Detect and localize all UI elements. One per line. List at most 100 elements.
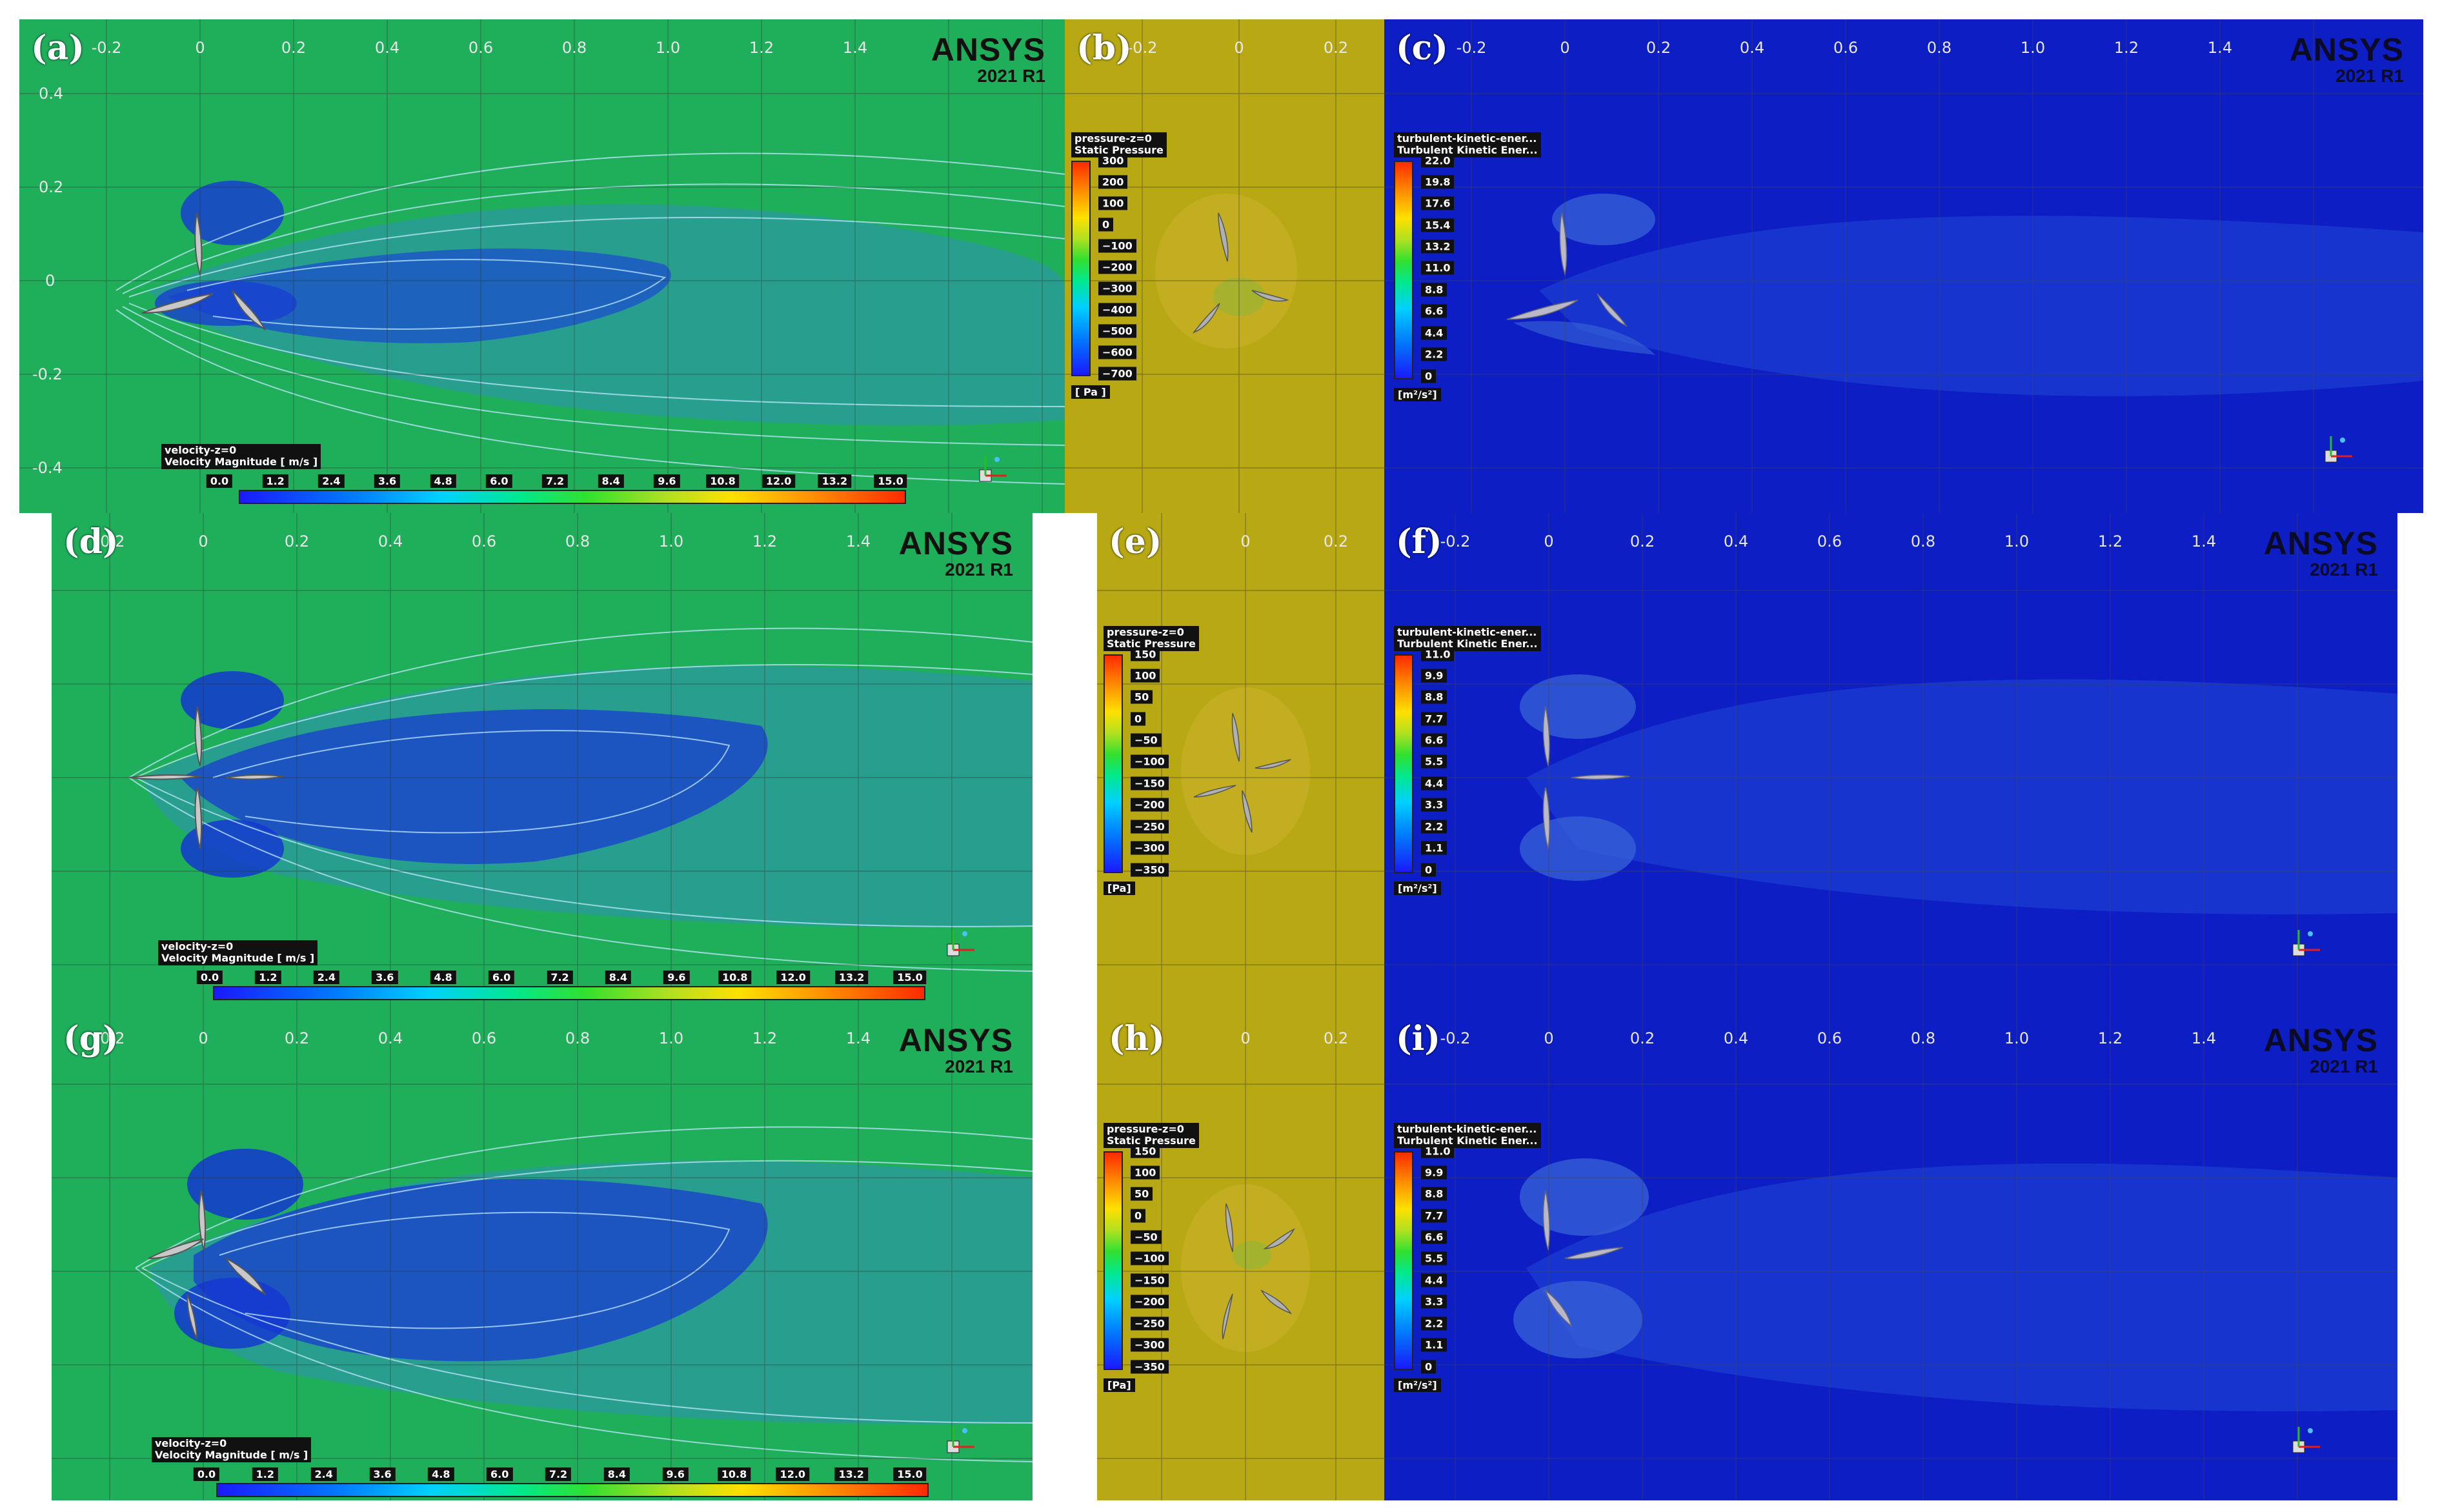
- x-tick: -0.2: [1440, 1029, 1471, 1047]
- pressure-field-e: [1097, 513, 1384, 1010]
- panel-e-pressure: (e) 0 0.2 pressure-z=0 Static Pressure 15…: [1097, 513, 1384, 1010]
- x-tick: 0.2: [1629, 532, 1655, 550]
- legend-tick: 300: [1098, 154, 1128, 168]
- legend-tick: −300: [1131, 841, 1169, 855]
- pressure-legend: pressure-z=0 Static Pressure 300 200 100 …: [1071, 132, 1187, 416]
- legend-tick: 0: [1098, 217, 1114, 232]
- legend-tick: 9.9: [1421, 669, 1447, 683]
- axis-triad-icon: [2292, 1427, 2320, 1453]
- x-tick: 0.8: [565, 1029, 590, 1047]
- legend-tick: 15.0: [893, 1467, 927, 1481]
- legend-tick: 6.6: [1421, 304, 1447, 318]
- axis-triad-icon: [947, 1427, 974, 1453]
- legend-tick: 9.6: [654, 474, 680, 488]
- legend-tick: 2.2: [1421, 820, 1447, 834]
- x-tick: -0.2: [94, 532, 125, 550]
- axis-triad-icon: [2324, 436, 2352, 463]
- legend-tick: 11.0: [1421, 261, 1455, 275]
- legend-tick: 1.2: [255, 970, 281, 984]
- x-tick: 0.4: [374, 39, 400, 57]
- colorbar: [1394, 654, 1413, 873]
- y-tick: 0.2: [39, 178, 64, 196]
- panel-label: (f): [1396, 522, 1442, 561]
- legend-unit: [Pa]: [1104, 882, 1135, 895]
- legend-tick: 6.6: [1421, 1230, 1447, 1244]
- legend-tick: 10.8: [718, 970, 752, 984]
- legend-tick: −100: [1131, 1251, 1169, 1265]
- tke-legend: turbulent-kinetic-ener... Turbulent Kinet…: [1394, 132, 1549, 429]
- x-tick: 0.6: [468, 39, 494, 57]
- x-tick: 0.4: [1723, 532, 1749, 550]
- colorbar: [1394, 161, 1413, 379]
- axis-triad-icon: [979, 456, 1007, 482]
- legend-title: velocity-z=0 Velocity Magnitude [ m/s ]: [152, 1437, 312, 1462]
- ansys-logo: ANSYS 2021 R1: [2263, 525, 2378, 580]
- x-tick: 0.2: [284, 1029, 310, 1047]
- velocity-legend: velocity-z=0 Velocity Magnitude [ m/s ] 0…: [161, 444, 907, 504]
- tke-field-i: [1384, 1010, 2397, 1500]
- colorbar: [213, 985, 925, 1000]
- x-tick: 1.4: [2191, 532, 2217, 550]
- axis-triad-icon: [947, 930, 974, 956]
- legend-tick: −200: [1131, 1295, 1169, 1309]
- x-tick: 0.2: [1323, 1029, 1349, 1047]
- legend-title: pressure-z=0 Static Pressure: [1104, 626, 1199, 651]
- legend-tick: 8.8: [1421, 690, 1447, 704]
- panel-label: (a): [31, 28, 85, 68]
- legend-tick: 9.6: [662, 1467, 689, 1481]
- legend-tick: 1.1: [1421, 841, 1447, 855]
- legend-tick: 3.6: [369, 1467, 396, 1481]
- x-tick: 0.6: [471, 532, 497, 550]
- ansys-logo: ANSYS 2021 R1: [898, 1022, 1013, 1076]
- x-tick: 0.2: [1629, 1029, 1655, 1047]
- x-tick: 1.0: [658, 532, 684, 550]
- legend-tick: 8.4: [598, 474, 624, 488]
- legend-tick: −100: [1131, 754, 1169, 769]
- legend-tick: 7.7: [1421, 1209, 1447, 1223]
- x-tick: -0.2: [91, 39, 122, 57]
- x-tick: 0.4: [378, 532, 403, 550]
- legend-tick: 4.8: [430, 474, 456, 488]
- legend-tick: 10.8: [717, 1467, 751, 1481]
- velocity-field-a: [19, 19, 1065, 513]
- legend-tick: 15.4: [1421, 218, 1455, 232]
- legend-tick: 150: [1131, 1144, 1160, 1158]
- velocity-field-g: [52, 1010, 1033, 1500]
- x-tick: 1.2: [2113, 39, 2139, 57]
- legend-tick: 8.8: [1421, 283, 1447, 297]
- legend-tick: 0.0: [196, 970, 223, 984]
- x-tick: 0.8: [565, 532, 590, 550]
- x-tick: 0.2: [281, 39, 307, 57]
- legend-tick: 22.0: [1421, 154, 1455, 168]
- x-tick: 0: [198, 1029, 208, 1047]
- legend-tick: −600: [1098, 345, 1136, 359]
- panel-b-pressure: (b) -0.2 0 0.2 pressure-z=0 Static Pressu…: [1065, 19, 1384, 513]
- legend-tick: 13.2: [834, 970, 869, 984]
- x-tick: 0.6: [1817, 532, 1842, 550]
- legend-tick: 0: [1421, 1360, 1437, 1374]
- legend-tick: 0: [1131, 712, 1146, 726]
- x-tick: 1.4: [845, 532, 871, 550]
- legend-tick: 0: [1421, 863, 1437, 877]
- legend-tick: 1.1: [1421, 1338, 1447, 1352]
- legend-tick: 2.4: [318, 474, 345, 488]
- x-tick: 1.2: [2097, 532, 2123, 550]
- colorbar: [1104, 654, 1123, 873]
- x-tick: 1.2: [752, 532, 778, 550]
- legend-title: turbulent-kinetic-ener... Turbulent Kinet…: [1394, 132, 1541, 157]
- pressure-legend: pressure-z=0 Static Pressure 150 100 50 0…: [1104, 626, 1213, 910]
- y-tick: -0.2: [32, 365, 63, 383]
- x-tick: 0.6: [1833, 39, 1859, 57]
- x-tick: 0: [1240, 1029, 1251, 1047]
- legend-unit: [Pa]: [1104, 1378, 1135, 1392]
- legend-tick: 1.2: [252, 1467, 278, 1481]
- legend-tick: 6.0: [486, 474, 512, 488]
- panel-label: (g): [63, 1019, 119, 1058]
- legend-tick: 7.2: [545, 1467, 572, 1481]
- legend-title: pressure-z=0 Static Pressure: [1071, 132, 1167, 157]
- legend-tick: 0: [1421, 369, 1437, 383]
- x-tick: 0.4: [1723, 1029, 1749, 1047]
- x-tick: 0.2: [1323, 532, 1349, 550]
- legend-tick: −300: [1098, 281, 1136, 296]
- legend-tick: 17.6: [1421, 196, 1455, 210]
